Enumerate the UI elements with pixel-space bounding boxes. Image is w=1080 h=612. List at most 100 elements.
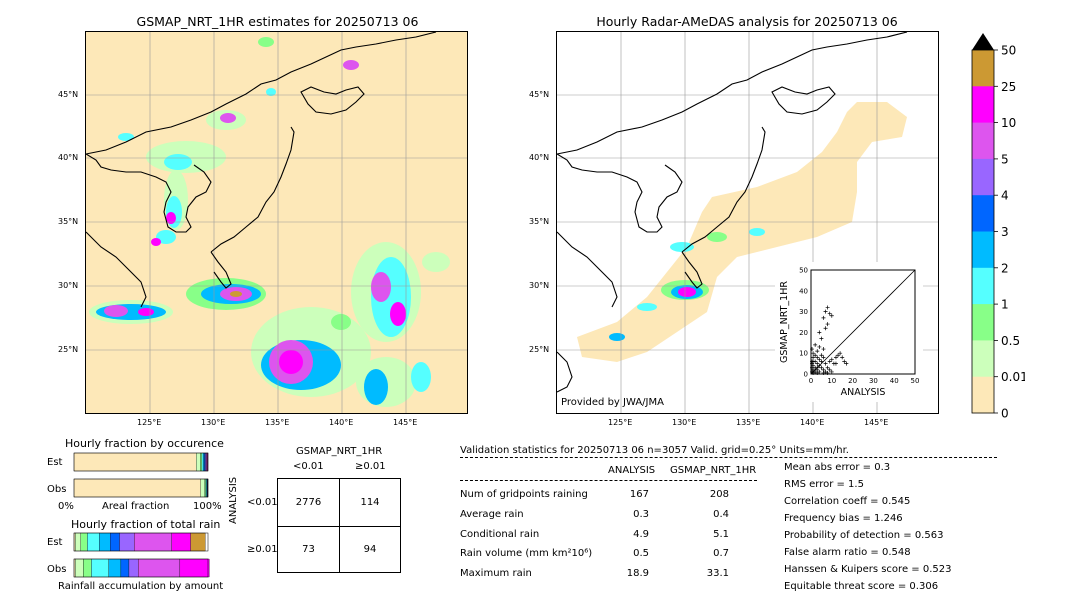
scatter-point	[811, 359, 816, 364]
occurrence-row-obs: Obs	[47, 484, 67, 495]
scatter-ylabel: GSMAP_NRT_1HR	[779, 281, 790, 363]
total-rain-bar-segment	[134, 532, 172, 552]
stats-row-gsmap: 5.1	[713, 529, 729, 540]
right-lon-130: 130°E	[672, 418, 697, 427]
total-rain-bar-segment	[91, 558, 109, 578]
occurrence-bar-segment	[196, 452, 201, 472]
scatter-point	[827, 311, 832, 316]
colorbar-label: 0.01	[1001, 370, 1025, 384]
scatter-point	[829, 369, 834, 374]
occurrence-bar-frame	[73, 478, 209, 498]
score-line: Hanssen & Kuipers score = 0.523	[784, 564, 952, 575]
stats-col-analysis: ANALYSIS	[608, 465, 656, 476]
right-map-canvas	[557, 32, 938, 413]
colorbar-label: 1	[1001, 298, 1009, 312]
scatter-y-tick-label: 20	[799, 329, 808, 337]
stats-row-analysis: 18.9	[626, 568, 649, 579]
contingency-col-header: GSMAP_NRT_1HR	[296, 446, 383, 457]
total-rain-bar-segment	[87, 532, 100, 552]
scatter-point	[819, 353, 824, 358]
stats-row-analysis: 0.5	[633, 548, 649, 559]
colorbar-label: 0	[1001, 407, 1009, 419]
total-rain-bar-segment	[119, 532, 135, 552]
stats-header-rule	[460, 457, 997, 458]
occurrence-bar-segment	[73, 478, 201, 498]
total-rain-bar-chart	[73, 532, 210, 578]
scatter-point	[825, 365, 830, 370]
total-rain-xlabel: Rainfall accumulation by amount	[58, 581, 224, 592]
colorbar-extend-arrow	[972, 33, 994, 50]
total-rain-bar-segment	[179, 558, 210, 578]
scatter-y-tick-label: 40	[799, 287, 808, 295]
colorbar-label: 50	[1001, 44, 1016, 58]
occurrence-xlabel: Areal fraction	[102, 501, 170, 512]
colorbar-label: 3	[1001, 225, 1009, 239]
total-rain-bar-segment	[75, 558, 84, 578]
scatter-point	[823, 326, 828, 331]
stats-header: Validation statistics for 20250713 06 n=…	[460, 445, 849, 456]
contingency-table: 2776 114 73 94	[277, 478, 401, 573]
occurrence-bar-segment	[200, 478, 205, 498]
scatter-point	[821, 355, 826, 360]
occurrence-bar-segment	[200, 452, 203, 472]
stats-row-label: Rain volume (mm km²10⁶)	[460, 548, 593, 559]
contingency-row-lt: <0.01	[247, 497, 278, 508]
occurrence-bar-chart	[73, 452, 209, 498]
scatter-point	[815, 365, 820, 370]
score-line: Frequency bias = 1.246	[784, 513, 903, 524]
colorbar-swatch	[972, 267, 994, 305]
contingency-cell-b: 114	[360, 497, 380, 508]
colorbar-label: 5	[1001, 152, 1009, 166]
scatter-point	[811, 363, 816, 368]
scatter-point	[823, 369, 828, 374]
scatter-point	[819, 359, 824, 364]
total-rain-bar-frame	[73, 558, 209, 578]
right-lat-45: 45°N	[529, 90, 550, 99]
occurrence-title: Hourly fraction by occurence	[65, 437, 224, 450]
scatter-point	[840, 355, 845, 360]
stats-row-label: Average rain	[460, 509, 524, 520]
stats-row-label: Maximum rain	[460, 568, 532, 579]
scatter-plot: 00 10 10 20 20 30 30 40 40 50 50 ANALYSIS GSMAP_NRT_…	[779, 267, 919, 399]
left-lon-130: 130°E	[201, 418, 226, 427]
colorbar-swatch	[972, 50, 994, 87]
scatter-point	[810, 361, 815, 366]
colorbar-swatch	[972, 122, 994, 160]
contingency-col-ge: ≥0.01	[355, 461, 386, 472]
score-line: Probability of detection = 0.563	[784, 530, 944, 541]
total-rain-bar-segment	[83, 558, 92, 578]
colorbar-swatch	[972, 304, 994, 341]
total-rain-bar-segment	[128, 558, 139, 578]
occurrence-bar-segment	[201, 452, 204, 472]
scatter-x-tick-label: 40	[890, 377, 899, 385]
score-line: Mean abs error = 0.3	[784, 462, 891, 473]
stats-row-gsmap: 208	[709, 489, 729, 500]
total-rain-row-est: Est	[47, 537, 63, 548]
scatter-point	[813, 367, 818, 372]
score-line: False alarm ratio = 0.548	[784, 547, 911, 558]
stats-row-label: Conditional rain	[460, 529, 540, 540]
stats-row-analysis: 0.3	[633, 509, 649, 520]
scatter-point	[815, 349, 820, 354]
right-lat-40: 40°N	[529, 153, 550, 162]
scatter-point	[819, 365, 824, 370]
scatter-x-tick-label: 10	[827, 377, 836, 385]
occurrence-row-est: Est	[47, 457, 63, 468]
scatter-y-tick-label: 0	[804, 371, 808, 379]
stats-col-gsmap: GSMAP_NRT_1HR	[670, 465, 757, 476]
colorbar-label: 10	[1001, 116, 1016, 130]
stats-row-gsmap: 0.4	[713, 509, 729, 520]
scatter-point	[838, 351, 843, 356]
scatter-point	[811, 351, 816, 356]
left-lat-25: 25°N	[58, 345, 79, 354]
total-rain-bar-segment	[75, 532, 81, 552]
scatter-point	[817, 363, 822, 368]
left-map-canvas	[86, 32, 467, 413]
total-rain-bar-segment	[110, 532, 120, 552]
scatter-point	[823, 361, 828, 366]
scatter-point	[811, 355, 816, 360]
colorbar-label: 2	[1001, 261, 1009, 275]
scatter-point	[842, 359, 847, 364]
score-line: Equitable threat score = 0.306	[784, 581, 939, 592]
occurrence-x-right: 100%	[193, 501, 222, 512]
